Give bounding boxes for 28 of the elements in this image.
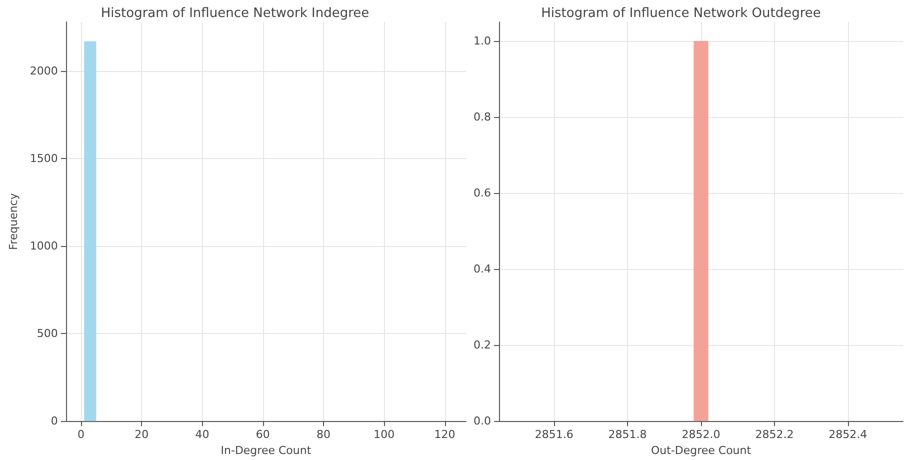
y-tick-label: 1.0 xyxy=(474,34,491,48)
y-tick-label: 500 xyxy=(36,327,58,340)
y-tick-label: 1000 xyxy=(30,240,58,253)
x-axis-title: In-Degree Count xyxy=(220,444,312,457)
y-tick-label: 0.0 xyxy=(474,414,491,428)
x-tick-label: 120 xyxy=(434,428,456,442)
x-tick-label: 60 xyxy=(256,428,270,442)
x-tick-label: 100 xyxy=(374,428,395,442)
y-tick-label: 2000 xyxy=(30,64,58,78)
chart-title: Histogram of Influence Network Indegree xyxy=(100,6,370,21)
x-tick-label: 2851.6 xyxy=(534,428,574,442)
y-axis-title: Frequency xyxy=(7,192,20,250)
y-tick-label: 1500 xyxy=(30,152,58,166)
x-tick-label: 0 xyxy=(78,428,85,442)
y-tick-label: 0.2 xyxy=(474,338,491,352)
x-tick-label: 2852.2 xyxy=(755,428,794,442)
chart-title: Histogram of Influence Network Outdegree xyxy=(541,6,821,21)
x-tick-label: 2852.4 xyxy=(828,428,868,442)
x-tick-label: 2851.8 xyxy=(608,428,647,442)
x-tick-label: 40 xyxy=(195,428,210,442)
x-tick-label: 80 xyxy=(316,428,331,442)
y-tick-label: 0 xyxy=(50,414,58,428)
x-tick-label: 20 xyxy=(134,428,149,442)
y-tick-label: 0.4 xyxy=(474,262,491,276)
x-tick-label: 2852.0 xyxy=(682,428,720,442)
y-tick-label: 0.8 xyxy=(474,110,491,124)
y-tick-label: 0.6 xyxy=(474,186,491,200)
x-axis-title: Out-Degree Count xyxy=(650,444,752,457)
